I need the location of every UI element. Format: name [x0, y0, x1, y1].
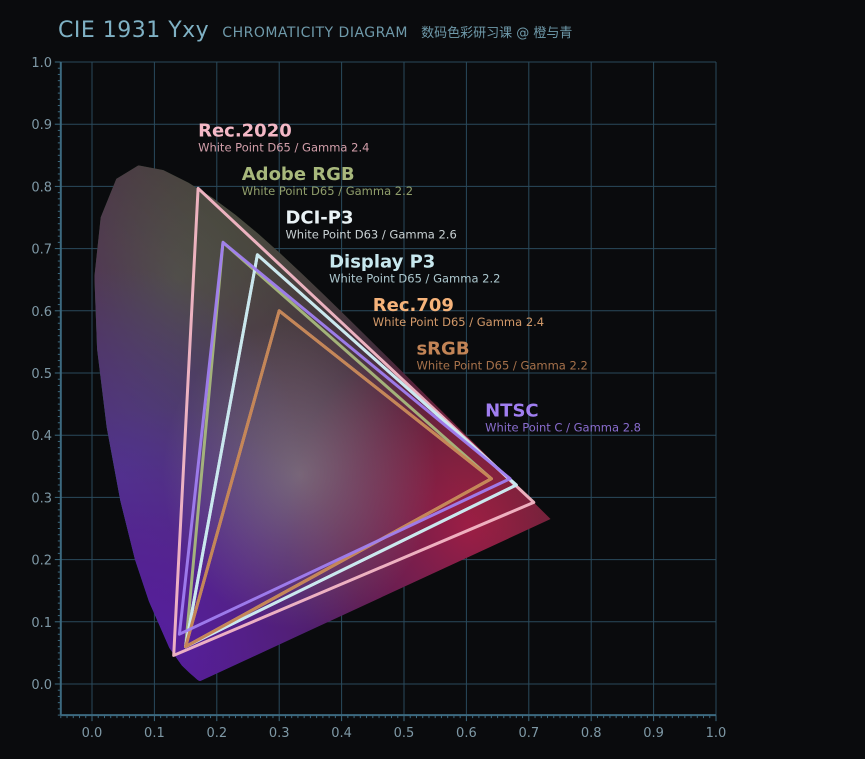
tick-labels: 0.0 0.1 0.2 0.3 0.4 0.5 0.6 0.7 0.8 0.9 1.0 0.0 0.1 0… — [31, 56, 726, 741]
x-tick-label: 0.6 — [456, 726, 477, 741]
gamut-note-display-p3: White Point D65 / Gamma 2.2 — [329, 271, 500, 285]
x-tick-label: 1.0 — [706, 726, 727, 741]
chart-subtitle: CHROMATICITY DIAGRAM — [222, 25, 408, 41]
gamut-label-rec-2020: Rec.2020 — [198, 121, 292, 142]
gamut-label-srgb: sRGB — [416, 338, 469, 359]
x-tick-label: 0.7 — [518, 726, 539, 741]
x-tick-label: 0.1 — [144, 726, 165, 741]
gamut-label-ntsc: NTSC — [485, 401, 539, 422]
y-tick-label: 0.2 — [31, 554, 52, 569]
gamut-note-ntsc: White Point C / Gamma 2.8 — [485, 421, 641, 435]
y-tick-label: 0.6 — [31, 305, 52, 320]
y-tick-label: 0.1 — [31, 616, 52, 631]
gamut-note-rec-709: White Point D65 / Gamma 2.4 — [373, 315, 544, 329]
gamut-note-adobe-rgb: White Point D65 / Gamma 2.2 — [242, 184, 413, 198]
gamut-note-rec-2020: White Point D65 / Gamma 2.4 — [198, 141, 369, 155]
x-tick-label: 0.3 — [269, 726, 290, 741]
y-tick-label: 0.0 — [31, 678, 52, 693]
gamut-triangle-srgb — [184, 309, 493, 649]
y-tick-label: 0.8 — [31, 180, 52, 195]
axes — [54, 61, 717, 722]
gamut-label-display-p3: Display P3 — [329, 251, 435, 272]
gamut-label-dci-p3: DCI-P3 — [285, 208, 353, 229]
y-tick-label: 0.3 — [31, 491, 52, 506]
x-tick-label: 0.8 — [581, 726, 602, 741]
x-tick-label: 0.0 — [82, 726, 103, 741]
gamut-triangle-display-p3 — [184, 253, 518, 649]
y-tick-label: 0.7 — [31, 243, 52, 258]
spectral-locus-fill — [94, 165, 551, 681]
x-tick-label: 0.9 — [643, 726, 664, 741]
gamut-triangle-ntsc — [177, 240, 512, 636]
gamut-label-adobe-rgb: Adobe RGB — [242, 164, 355, 185]
x-tick-label: 0.4 — [331, 726, 352, 741]
x-tick-label: 0.2 — [206, 726, 227, 741]
y-tick-label: 0.4 — [31, 429, 52, 444]
x-tick-label: 0.5 — [394, 726, 415, 741]
chart-header: CIE 1931 Yxy CHROMATICITY DIAGRAM 数码色彩研习… — [58, 18, 572, 43]
gamut-label-rec-709: Rec.709 — [373, 295, 454, 316]
gamut-note-dci-p3: White Point D63 / Gamma 2.6 — [285, 228, 456, 242]
y-tick-label: 1.0 — [31, 56, 52, 71]
y-tick-label: 0.5 — [31, 367, 52, 382]
gamut-triangle-rec-2020 — [172, 186, 536, 657]
gamut-note-srgb: White Point D65 / Gamma 2.2 — [416, 358, 587, 372]
chart-credit: 数码色彩研习课 @ 橙与青 — [421, 26, 573, 41]
chart-title: CIE 1931 Yxy — [58, 18, 210, 43]
gamut-triangles — [172, 186, 536, 657]
y-tick-label: 0.9 — [31, 118, 52, 133]
